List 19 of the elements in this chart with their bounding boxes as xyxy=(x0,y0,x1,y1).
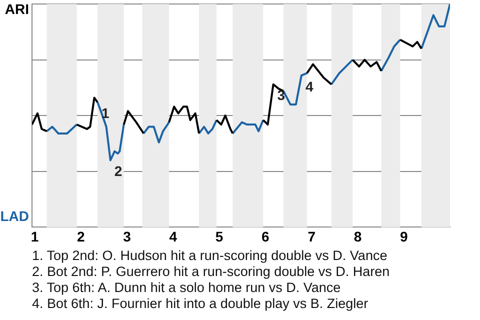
x-tick-label: 2 xyxy=(77,228,86,244)
annotation: 1 xyxy=(102,105,110,122)
x-tick-label: 3 xyxy=(123,228,132,244)
text: LAD xyxy=(0,208,29,224)
text: 1. Top 2nd: O. Hudson hit a run-scoring double vs D. Vance xyxy=(32,248,388,264)
text: 3. Top 6th: A. Dunn hit a solo home run vs D. Vance xyxy=(32,280,342,296)
x-tick-label: 8 xyxy=(354,228,362,244)
text: 2. Bot 2nd: P. Guerrero hit a run-scoring double vs D. Haren xyxy=(32,264,391,280)
annotation: 3 xyxy=(277,87,286,104)
annotation: 2 xyxy=(114,163,122,180)
x-tick-label: 9 xyxy=(400,228,408,244)
x-tick-label: 5 xyxy=(215,228,224,244)
x-tick-label: 7 xyxy=(308,228,316,244)
annotation: 4 xyxy=(305,78,314,94)
text: ARI xyxy=(4,0,29,17)
x-tick-label: 4 xyxy=(169,228,178,244)
x-tick-label: 1 xyxy=(30,228,39,244)
x-tick-label: 6 xyxy=(262,228,270,244)
text: 4. Bot 6th: J. Fournier hit into a double play vs B. Ziegler xyxy=(32,296,370,312)
